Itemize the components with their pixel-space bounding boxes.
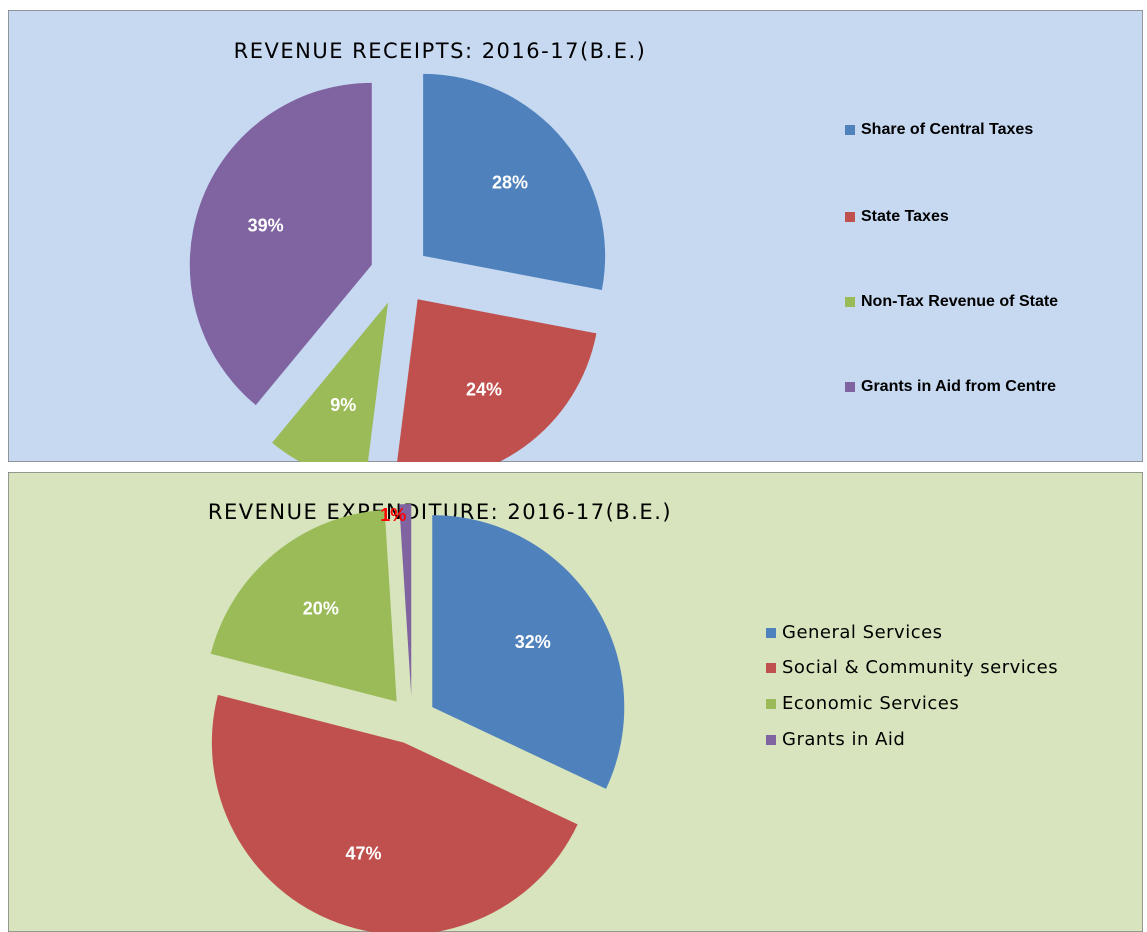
chart: REVENUE EXPENDITURE: 2016-17(B.E.)32%47%…: [8, 472, 1143, 932]
pie-slice: [210, 509, 397, 702]
legend-label: Non-Tax Revenue of State: [861, 293, 1058, 310]
pie-slice: [399, 504, 412, 697]
legend-swatch: [766, 663, 776, 673]
pie-slice: [432, 515, 625, 789]
legend-swatch: [845, 125, 855, 135]
legend-swatch: [845, 382, 855, 392]
pie-slice: [397, 299, 597, 462]
legend-swatch: [766, 628, 776, 638]
legend-swatch: [845, 212, 855, 222]
data-label: 47%: [346, 843, 382, 863]
data-label: 32%: [515, 632, 551, 652]
legend-swatch: [766, 735, 776, 745]
data-label: 1%: [380, 505, 406, 525]
pie-slice: [189, 82, 372, 406]
legend-label: Economic Services: [782, 693, 959, 714]
pie-slice: [272, 302, 389, 462]
legend-swatch: [766, 699, 776, 709]
legend-label: Grants in Aid: [782, 729, 905, 750]
pie-slice: [211, 694, 578, 932]
legend-label: Grants in Aid from Centre: [861, 378, 1056, 395]
data-label: 20%: [303, 599, 339, 619]
legend-label: General Services: [782, 622, 943, 643]
legend-label: Social & Community services: [782, 657, 1058, 678]
pie-slice: [423, 73, 606, 290]
chart: REVENUE RECEIPTS: 2016-17(B.E.) 28% 24% 9% 3…: [8, 10, 1143, 462]
data-label: 39%: [248, 215, 284, 235]
legend-swatch: [845, 297, 855, 307]
chart-title: REVENUE RECEIPTS: 2016-17(B.E.): [234, 39, 647, 63]
legend-label: Share of Central Taxes: [861, 121, 1033, 138]
data-label: 24%: [466, 379, 502, 399]
legend-label: State Taxes: [861, 208, 949, 225]
data-label: 9%: [330, 395, 356, 415]
data-label: 28%: [492, 173, 528, 193]
